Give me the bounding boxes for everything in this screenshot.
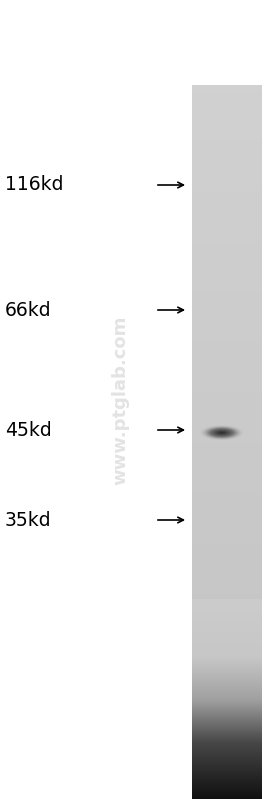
Text: 45kd: 45kd [5, 420, 52, 439]
Text: 116kd: 116kd [5, 176, 64, 194]
Text: 35kd: 35kd [5, 511, 52, 530]
Text: www.ptglab.com: www.ptglab.com [111, 316, 129, 485]
Text: 66kd: 66kd [5, 300, 52, 320]
